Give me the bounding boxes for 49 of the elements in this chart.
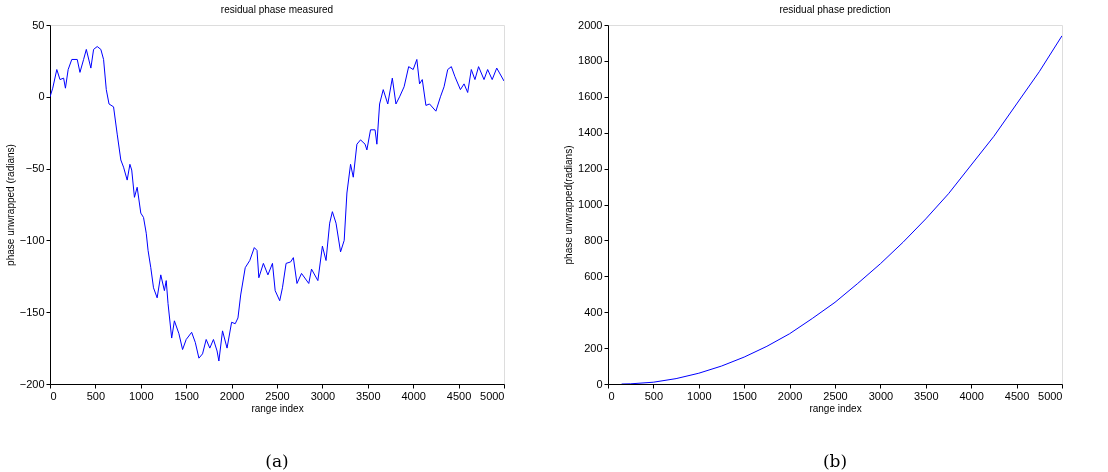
y-tick-label: 200	[584, 341, 603, 354]
y-axis-title: phase unwrapped (radians)	[4, 144, 16, 266]
y-tick-label: 1600	[578, 90, 603, 103]
y-tick-label: −100	[19, 233, 45, 246]
x-tick-label: 3500	[914, 389, 939, 402]
x-tick-label: 1000	[687, 389, 712, 402]
x-tick-label: 1500	[174, 389, 199, 402]
x-tick-label: 3000	[310, 389, 336, 402]
x-axis-title: range index	[809, 402, 862, 414]
x-tick-label: 2500	[265, 389, 290, 402]
y-tick-label: 1400	[578, 126, 603, 139]
y-tick-label: 0	[38, 90, 45, 103]
x-tick-label: 1500	[732, 389, 757, 402]
y-tick-label: −200	[19, 377, 45, 390]
line-series	[50, 46, 504, 362]
chart-title: residual phase measured	[220, 4, 334, 15]
y-tick-label: −50	[25, 162, 45, 175]
chart-title: residual phase prediction	[779, 4, 891, 15]
x-tick-label: 2000	[777, 389, 803, 402]
x-tick-label: 5000	[1038, 389, 1063, 402]
x-tick-label: 500	[86, 389, 106, 402]
text: (b)	[822, 451, 848, 471]
x-tick-label: 0	[50, 389, 57, 402]
x-tick-label: 0	[608, 389, 615, 402]
y-axis-title: phase unwrapped(radians)	[563, 145, 575, 265]
x-tick-label: 500	[644, 389, 664, 402]
x-tick-label: 4500	[1004, 389, 1030, 402]
y-tick-label: 600	[584, 269, 603, 282]
text: (a)	[265, 451, 289, 471]
line-series	[621, 35, 1062, 384]
y-tick-label: 1800	[578, 54, 603, 67]
x-tick-label: 3000	[868, 389, 894, 402]
x-tick-label: 4000	[401, 389, 426, 402]
x-tick-label: 2500	[823, 389, 848, 402]
y-tick-label: 400	[584, 305, 603, 318]
y-tick-label: 2000	[578, 18, 603, 31]
x-tick-label: 4500	[446, 389, 472, 402]
x-tick-label: 2000	[219, 389, 245, 402]
y-tick-label: 1000	[578, 198, 603, 210]
x-axis-title: range index	[251, 402, 304, 414]
x-tick-label: 3500	[356, 389, 381, 402]
y-tick-label: 800	[584, 233, 603, 246]
y-tick-label: 50	[32, 18, 45, 31]
x-tick-label: 1000	[129, 389, 154, 402]
x-tick-label: 5000	[480, 389, 505, 402]
y-tick-label: 0	[596, 377, 603, 390]
y-tick-label: −150	[19, 305, 45, 318]
x-tick-label: 4000	[959, 389, 984, 402]
y-tick-label: 1200	[578, 162, 603, 175]
